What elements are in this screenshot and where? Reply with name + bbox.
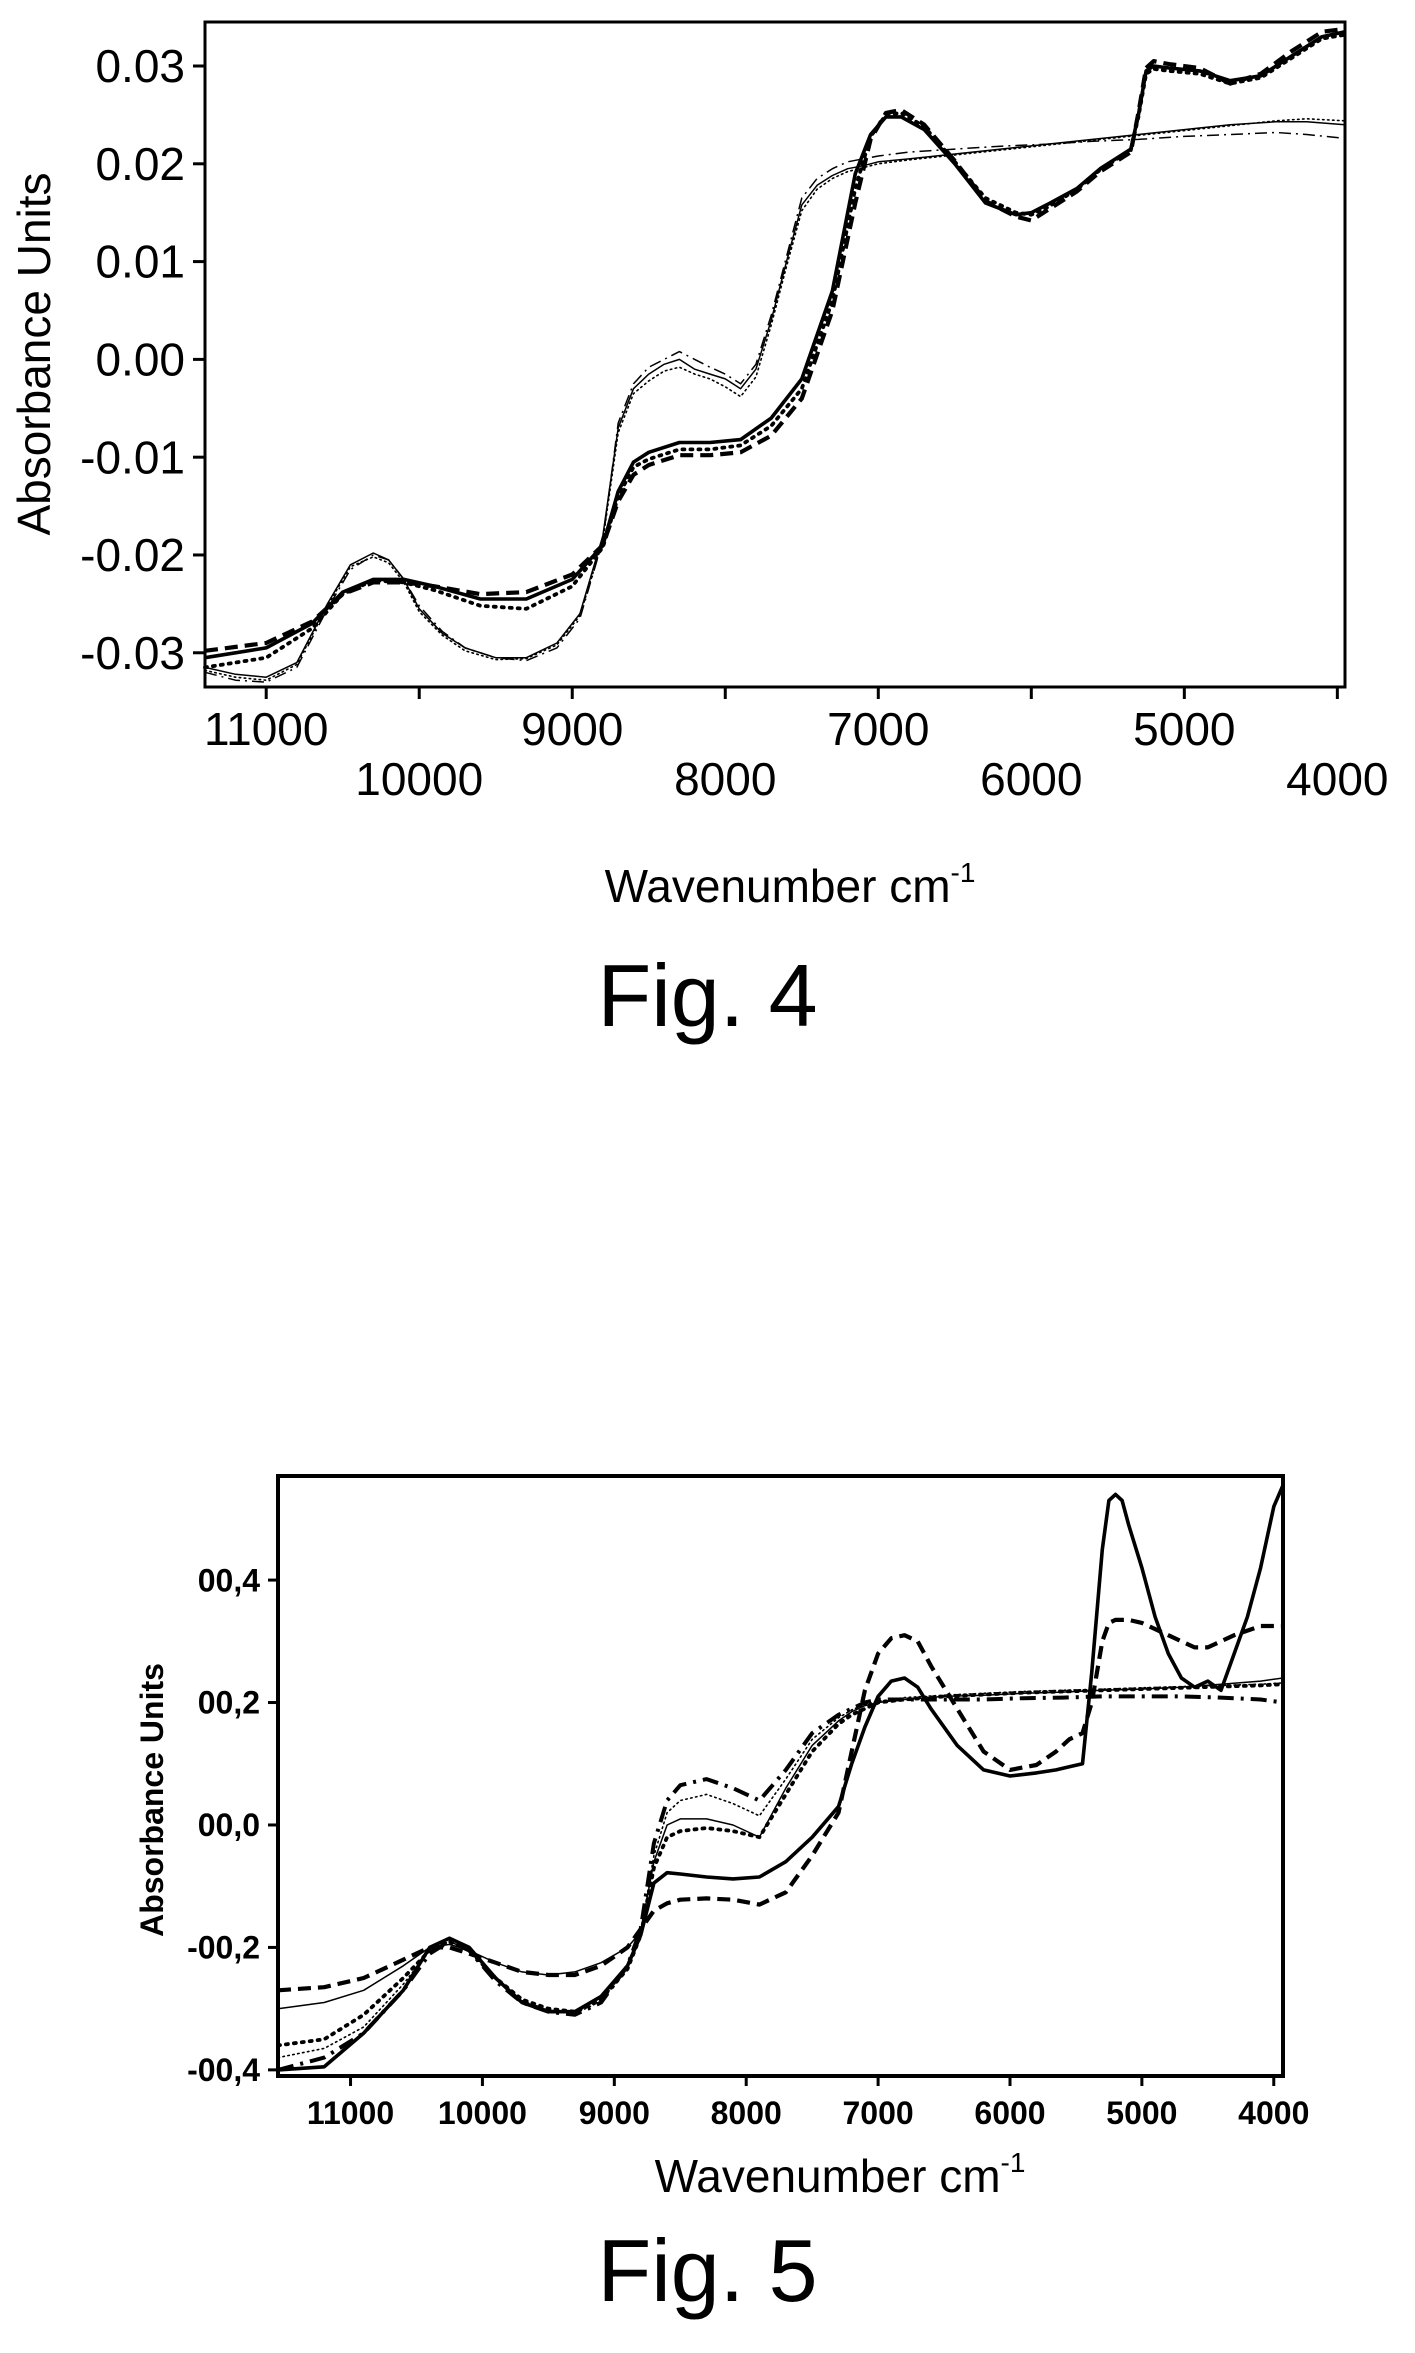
x-tick-label: 4000 bbox=[1238, 2095, 1309, 2131]
x-tick-label: 9000 bbox=[521, 703, 623, 755]
y-tick-label: -0.03 bbox=[80, 627, 185, 679]
x-axis-label: Wavenumber cm-1 bbox=[655, 2147, 1026, 2200]
y-tick-label: 0.02 bbox=[95, 138, 185, 190]
y-tick-label: -00,4 bbox=[187, 2052, 260, 2088]
x-tick-label: 8000 bbox=[711, 2095, 782, 2131]
y-tick-label: 00,0 bbox=[198, 1807, 260, 1843]
x-tick-label: 6000 bbox=[974, 2095, 1045, 2131]
y-tick-label: 00,4 bbox=[198, 1562, 260, 1598]
x-tick-label: 5000 bbox=[1133, 703, 1235, 755]
figure-4-caption: Fig. 4 bbox=[597, 946, 818, 1045]
figure-4: -0.03 -0.02 -0.01 0.00 0.01 0.02 0.03 11000 100… bbox=[0, 0, 1415, 1100]
x-axis-label-superscript: -1 bbox=[951, 857, 976, 888]
plot-frame bbox=[276, 1474, 1285, 2078]
series-line-3 bbox=[277, 1677, 1284, 2010]
series-line-6 bbox=[204, 118, 1346, 681]
y-tick-label: 00,2 bbox=[198, 1685, 260, 1721]
y-tick-label: -0.02 bbox=[80, 529, 185, 581]
x-tick-label: 8000 bbox=[674, 753, 776, 805]
chart-fig5: -00,4 -00,2 00,0 00,2 00,4 11000 10000 9000 800… bbox=[134, 1474, 1309, 2200]
y-tick-label: -0.01 bbox=[80, 431, 185, 483]
y-tick-label: -00,2 bbox=[187, 1930, 260, 1966]
x-axis-label: Wavenumber cm-1 bbox=[605, 857, 976, 912]
y-tick-label: 0.03 bbox=[95, 40, 185, 92]
series-line-3 bbox=[203, 32, 1347, 670]
x-axis-label-text: Wavenumber cm bbox=[655, 2150, 1001, 2200]
x-tick-label: 10000 bbox=[438, 2095, 527, 2131]
series-line-5 bbox=[204, 131, 1346, 683]
x-tick-label: 6000 bbox=[980, 753, 1082, 805]
series-line-4 bbox=[276, 1682, 1285, 2048]
plot-frame bbox=[203, 20, 1347, 689]
chart-fig4: -0.03 -0.02 -0.01 0.00 0.01 0.02 0.03 11000 100… bbox=[8, 20, 1389, 912]
y-axis-label: Absorbance Units bbox=[8, 172, 60, 535]
x-axis-label-text: Wavenumber cm bbox=[605, 860, 951, 912]
y-tick-label: 0.01 bbox=[95, 236, 185, 288]
x-tick-label: 7000 bbox=[843, 2095, 914, 2131]
series-line-6 bbox=[277, 1682, 1284, 2059]
x-tick-label: 5000 bbox=[1106, 2095, 1177, 2131]
x-tick-label: 11000 bbox=[204, 703, 329, 755]
x-tick-label: 10000 bbox=[355, 753, 483, 805]
x-tick-label: 7000 bbox=[827, 703, 929, 755]
x-tick-label: 4000 bbox=[1286, 753, 1388, 805]
series-line-1 bbox=[204, 30, 1346, 660]
y-tick-label: 0.00 bbox=[95, 333, 185, 385]
series-line-4 bbox=[204, 121, 1346, 678]
x-tick-label: 11000 bbox=[307, 2095, 394, 2131]
figure-5-caption: Fig. 5 bbox=[597, 2221, 818, 2320]
x-tick-label: 9000 bbox=[579, 2095, 650, 2131]
series-line-5 bbox=[277, 1694, 1284, 2072]
x-axis-label-superscript: -1 bbox=[1001, 2147, 1026, 2178]
figure-5: -00,4 -00,2 00,0 00,2 00,4 11000 10000 9000 800… bbox=[0, 1400, 1415, 2353]
y-axis-label: Absorbance Units bbox=[134, 1663, 170, 1937]
series-line-1 bbox=[277, 1484, 1285, 2072]
series-line-2 bbox=[277, 1617, 1283, 1993]
